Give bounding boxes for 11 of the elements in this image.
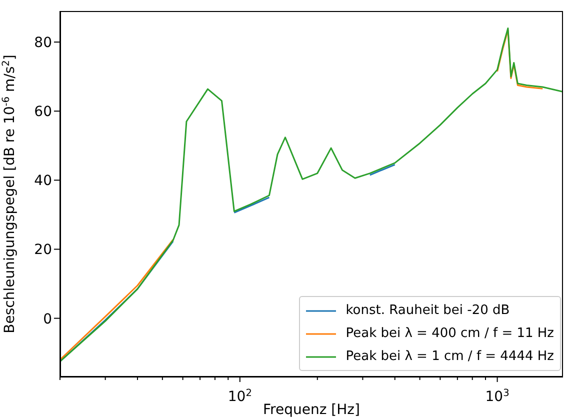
legend-label: Peak bei λ = 400 cm / f = 11 Hz <box>346 326 554 341</box>
y-tick-label: 0 <box>43 311 52 328</box>
x-tick-label: 10$^{3}$ <box>485 388 510 405</box>
y-tick-label: 40 <box>34 173 52 190</box>
y-tick-label: 60 <box>34 104 52 120</box>
legend-label: Peak bei λ = 1 cm / f = 4444 Hz <box>346 349 554 364</box>
y-tick-label: 20 <box>34 242 52 258</box>
legend-label: konst. Rauheit bei -20 dB <box>346 303 510 318</box>
x-tick-label: 10$^{2}$ <box>228 388 252 405</box>
y-tick-label: 80 <box>34 35 52 52</box>
x-axis-title: Frequenz [Hz] <box>263 402 360 418</box>
